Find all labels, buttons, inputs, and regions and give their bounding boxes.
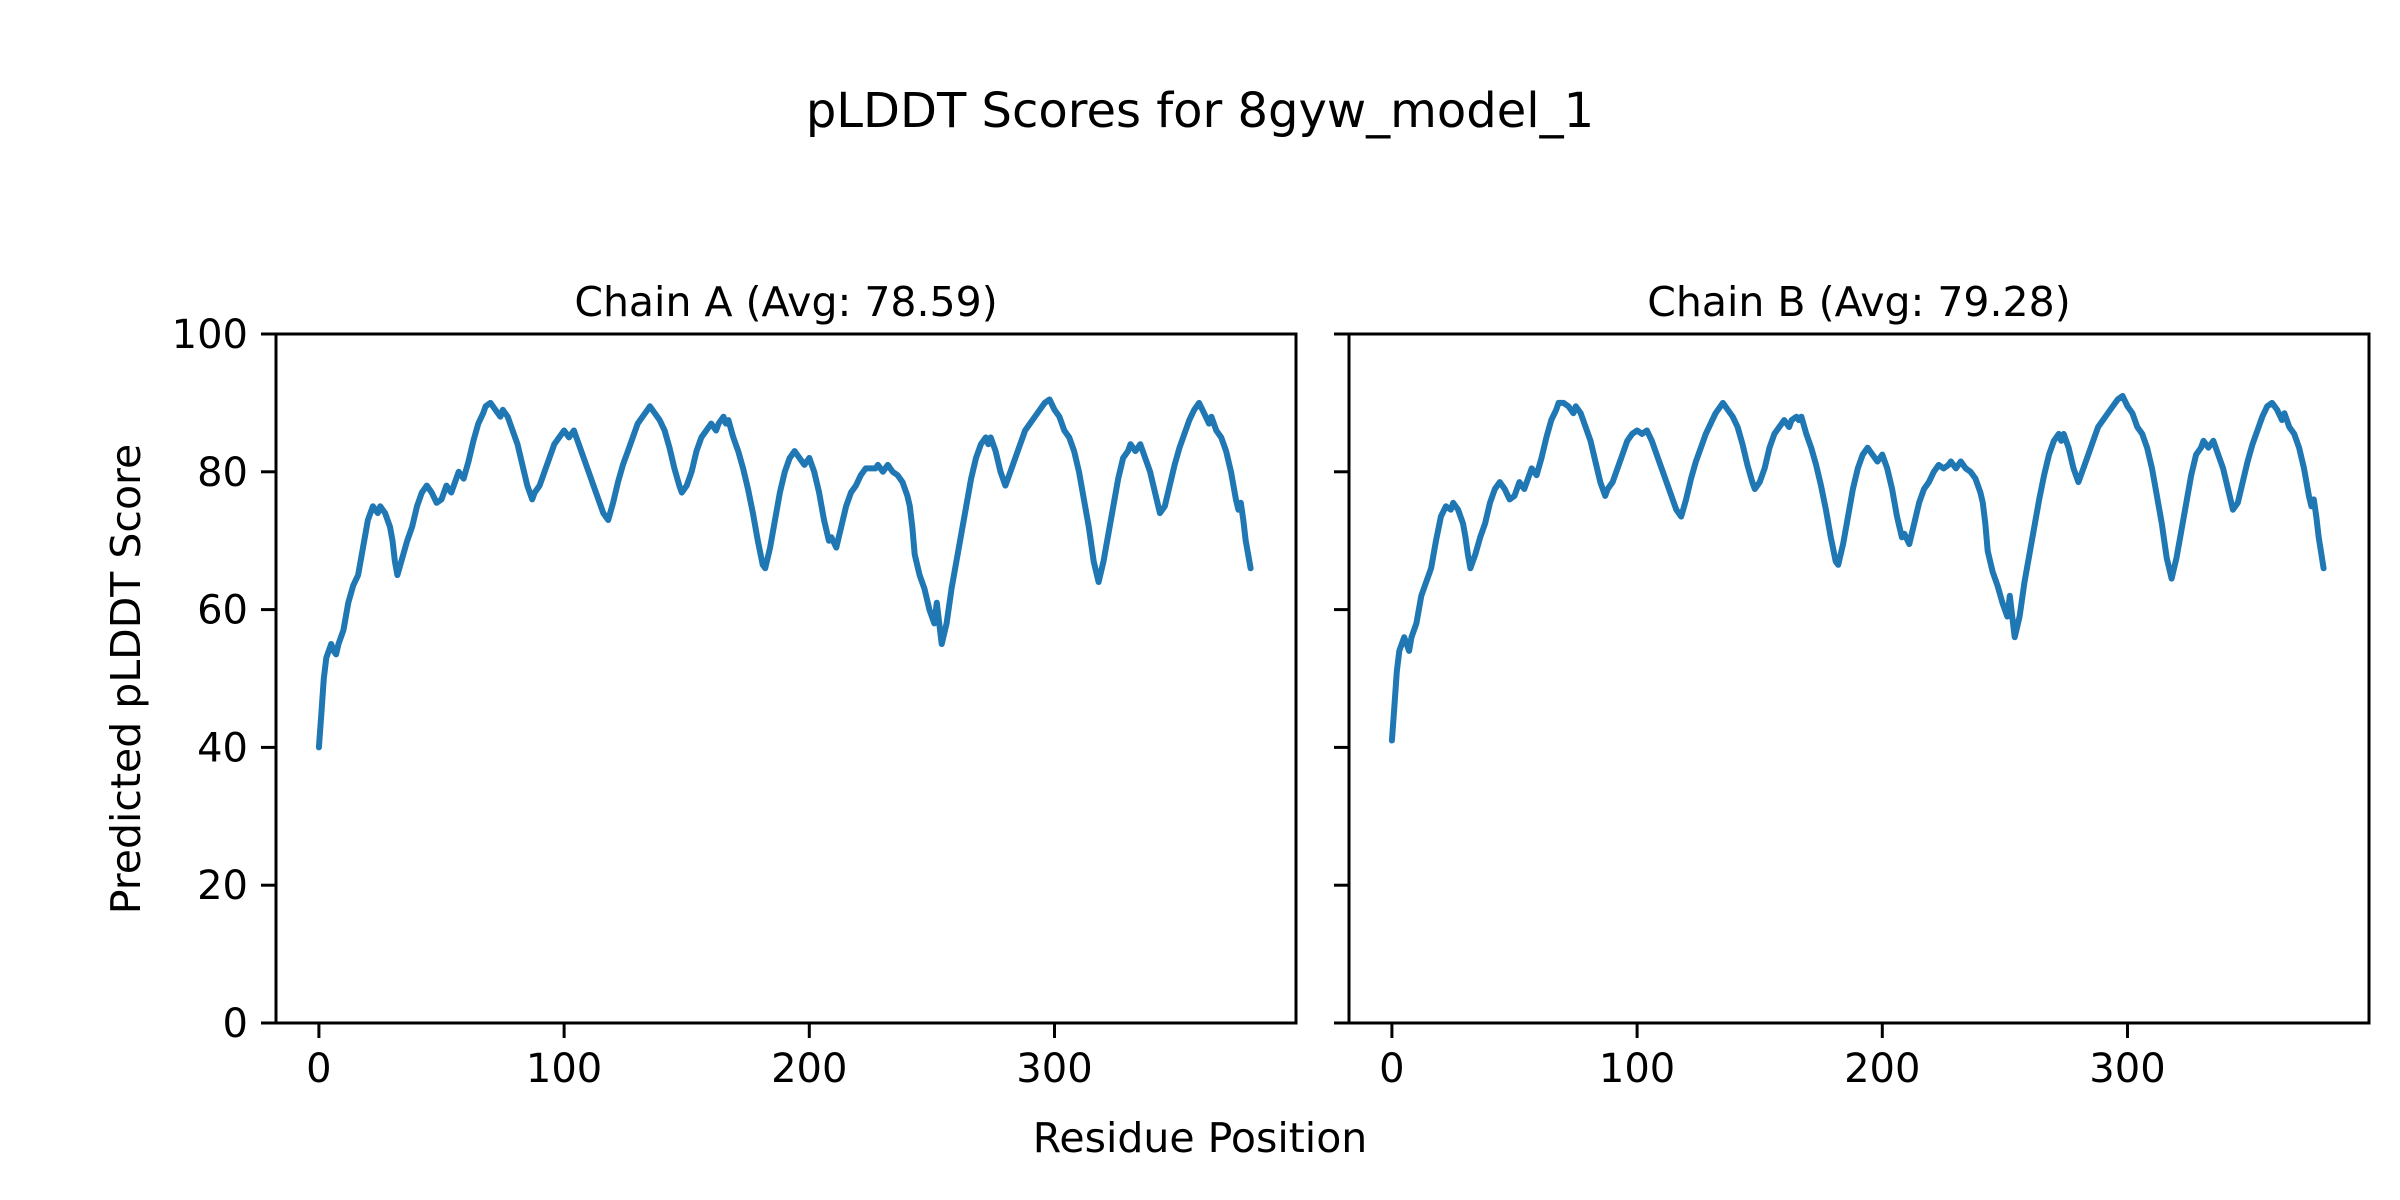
y-tick-label: 0: [223, 1001, 248, 1047]
y-tick-label: 40: [197, 725, 248, 771]
x-tick-label: 0: [1379, 1046, 1404, 1092]
subplot-chain-a: 0 100 200 300 0 20 40 60 80 100: [172, 312, 1298, 1092]
plddt-line-chain-a: [315, 396, 1254, 751]
y-tick-label: 80: [197, 450, 248, 496]
subplot-title-chain-a: Chain A (Avg: 78.59): [574, 278, 997, 326]
x-tick-label: 100: [526, 1046, 602, 1092]
subplot-chain-b: 0 100 200 300: [1334, 332, 2371, 1092]
x-tick-label: 200: [1844, 1046, 1920, 1092]
subplot-title-chain-b: Chain B (Avg: 79.28): [1647, 278, 2070, 326]
axes-border: [1347, 332, 2371, 1025]
axes-border: [274, 332, 1298, 1025]
y-tick-label: 60: [197, 588, 248, 634]
y-axis-label: Predicted pLDDT Score: [102, 444, 150, 914]
x-tick-label: 300: [1016, 1046, 1092, 1092]
plddt-line-chain-b: [1388, 393, 2327, 744]
x-tick-label: 100: [1599, 1046, 1675, 1092]
x-tick-label: 0: [306, 1046, 331, 1092]
x-tick-label: 300: [2089, 1046, 2165, 1092]
y-tick-label: 100: [172, 312, 248, 358]
y-tick-label: 20: [197, 863, 248, 909]
x-axis-label: Residue Position: [1033, 1114, 1368, 1162]
x-tick-label: 200: [771, 1046, 847, 1092]
figure-title: pLDDT Scores for 8gyw_model_1: [806, 83, 1594, 139]
